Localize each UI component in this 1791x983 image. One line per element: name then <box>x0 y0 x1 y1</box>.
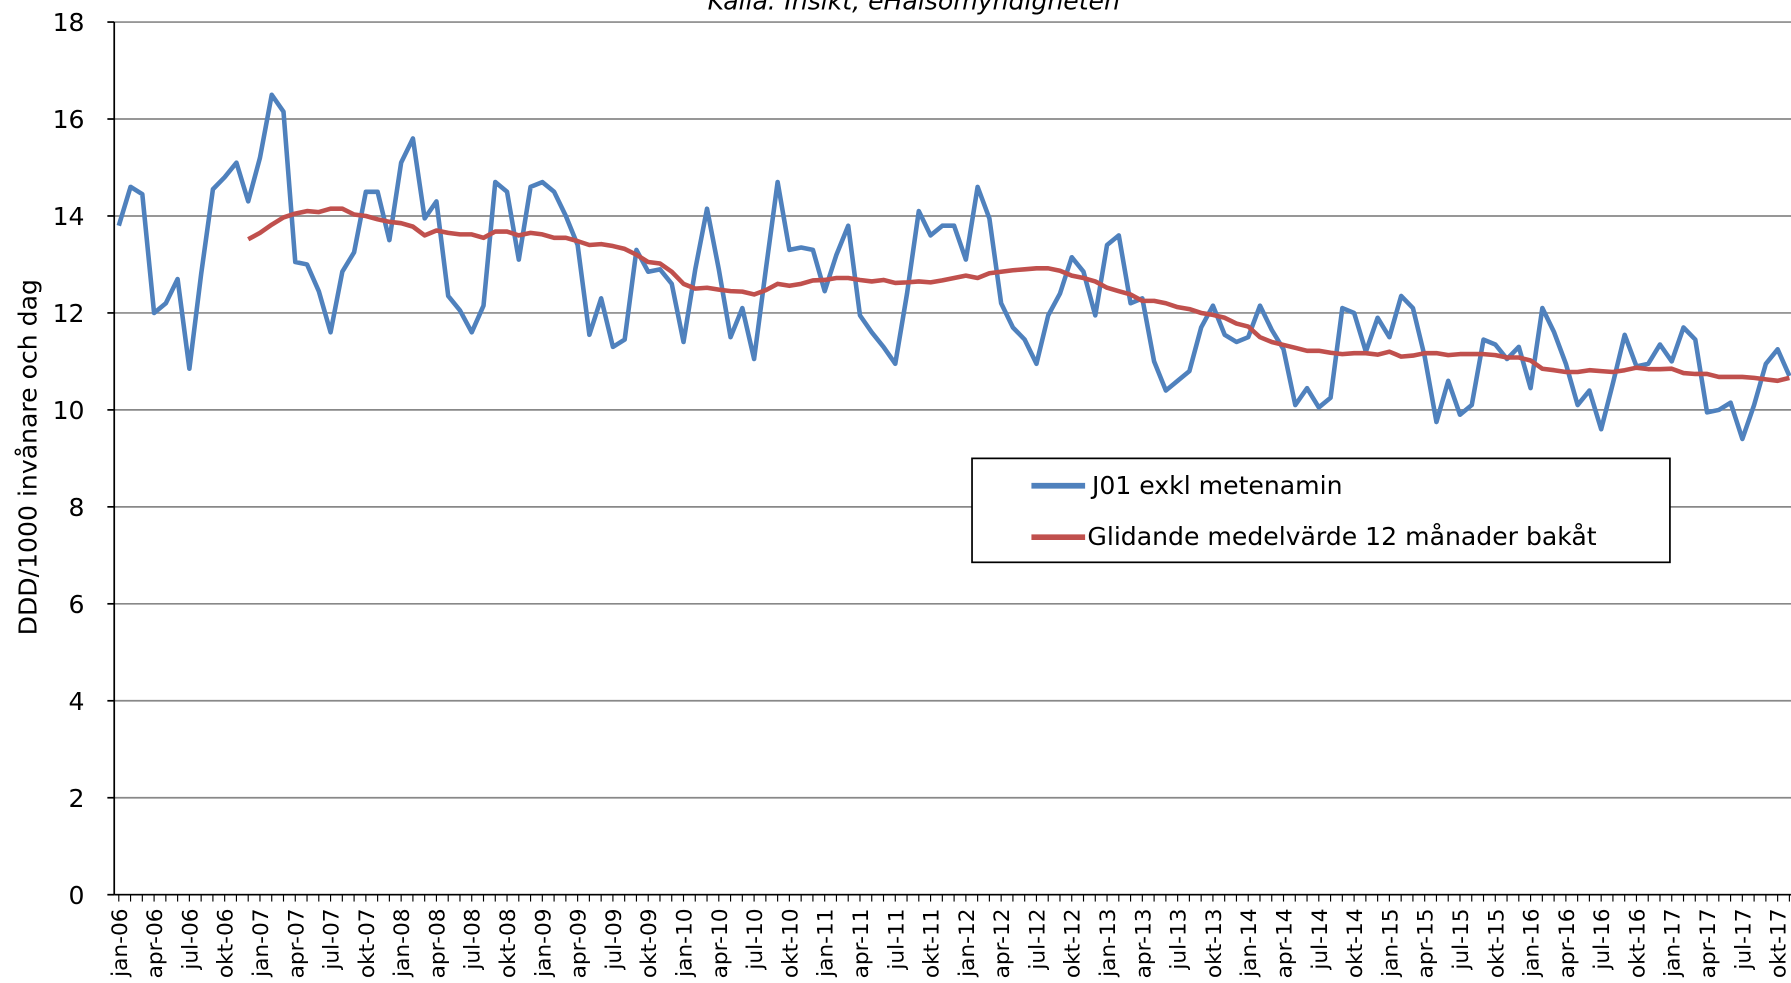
x-tick-label: okt-09 <box>637 908 662 978</box>
x-tick-label: jul-08 <box>461 908 486 970</box>
x-tick-label: jul-12 <box>1025 908 1050 970</box>
x-tick-label: jan-08 <box>390 908 415 977</box>
x-tick-label: apr-06 <box>143 908 168 978</box>
chart-title: Källa: Insikt, eHälsomyndigheten <box>708 0 1120 15</box>
series-line <box>116 92 1791 442</box>
x-tick-label: jul-17 <box>1731 908 1756 970</box>
x-tick-label: jan-17 <box>1661 908 1686 977</box>
x-tick-label: jul-06 <box>178 908 203 970</box>
x-tick-label: okt-15 <box>1484 908 1509 978</box>
x-tick-label: apr-10 <box>708 908 733 978</box>
legend-label: Glidande medelvärde 12 månader bakåt <box>1087 522 1596 551</box>
x-tick-label: okt-16 <box>1625 908 1650 978</box>
x-tick-label: jan-11 <box>814 908 839 977</box>
y-tick-label: 12 <box>53 299 85 328</box>
x-tick-label: apr-09 <box>567 908 592 978</box>
x-tick-label: jan-14 <box>1237 908 1262 977</box>
x-tick-label: okt-17 <box>1767 908 1791 978</box>
x-tick-label: jul-10 <box>743 908 768 970</box>
x-tick-label: jan-07 <box>249 908 274 977</box>
x-tick-label: jan-09 <box>531 908 556 977</box>
x-tick-label: okt-07 <box>355 908 380 978</box>
x-tick-label: jul-13 <box>1167 908 1192 970</box>
x-tick-label: apr-08 <box>425 908 450 978</box>
series-line <box>247 206 1790 384</box>
y-tick-label: 2 <box>69 784 85 813</box>
x-tick-label: jul-07 <box>320 908 345 970</box>
x-tick-label: jan-13 <box>1096 908 1121 977</box>
y-tick-label: 0 <box>69 881 85 910</box>
y-tick-label: 18 <box>53 8 85 37</box>
x-tick-label: okt-08 <box>496 908 521 978</box>
x-tick-label: jul-14 <box>1308 908 1333 970</box>
x-tick-label: jan-06 <box>108 908 133 977</box>
x-tick-label: okt-11 <box>920 908 945 978</box>
x-tick-label: okt-12 <box>1061 908 1086 978</box>
x-tick-label: jan-16 <box>1520 908 1545 977</box>
y-tick-label: 14 <box>53 202 85 231</box>
x-tick-label: apr-14 <box>1273 908 1298 978</box>
y-tick-label: 4 <box>69 687 85 716</box>
x-tick-label: okt-14 <box>1343 908 1368 978</box>
y-tick-label: 6 <box>69 590 85 619</box>
x-tick-label: apr-13 <box>1131 908 1156 978</box>
x-tick-label: jan-15 <box>1378 908 1403 977</box>
x-tick-label: okt-13 <box>1202 908 1227 978</box>
x-tick-label: apr-11 <box>849 908 874 978</box>
x-tick-label: apr-15 <box>1414 908 1439 978</box>
x-tick-label: okt-10 <box>778 908 803 978</box>
x-tick-label: apr-17 <box>1696 908 1721 978</box>
x-tick-label: jul-11 <box>884 908 909 970</box>
x-tick-label: jan-12 <box>955 908 980 977</box>
x-tick-label: okt-06 <box>214 908 239 978</box>
x-tick-label: jul-09 <box>602 908 627 970</box>
x-tick-label: apr-12 <box>990 908 1015 978</box>
y-tick-label: 10 <box>53 396 85 425</box>
y-tick-label: 8 <box>69 493 85 522</box>
y-axis-label: DDD/1000 invånare och dag <box>14 279 43 635</box>
x-tick-label: jul-15 <box>1449 908 1474 970</box>
x-tick-label: apr-16 <box>1555 908 1580 978</box>
y-tick-label: 16 <box>53 105 85 134</box>
legend-label: J01 exkl metenamin <box>1090 471 1343 500</box>
legend <box>971 457 1671 564</box>
x-tick-label: apr-07 <box>284 908 309 978</box>
x-tick-label: jan-10 <box>672 908 697 977</box>
x-tick-label: jul-16 <box>1590 908 1615 970</box>
